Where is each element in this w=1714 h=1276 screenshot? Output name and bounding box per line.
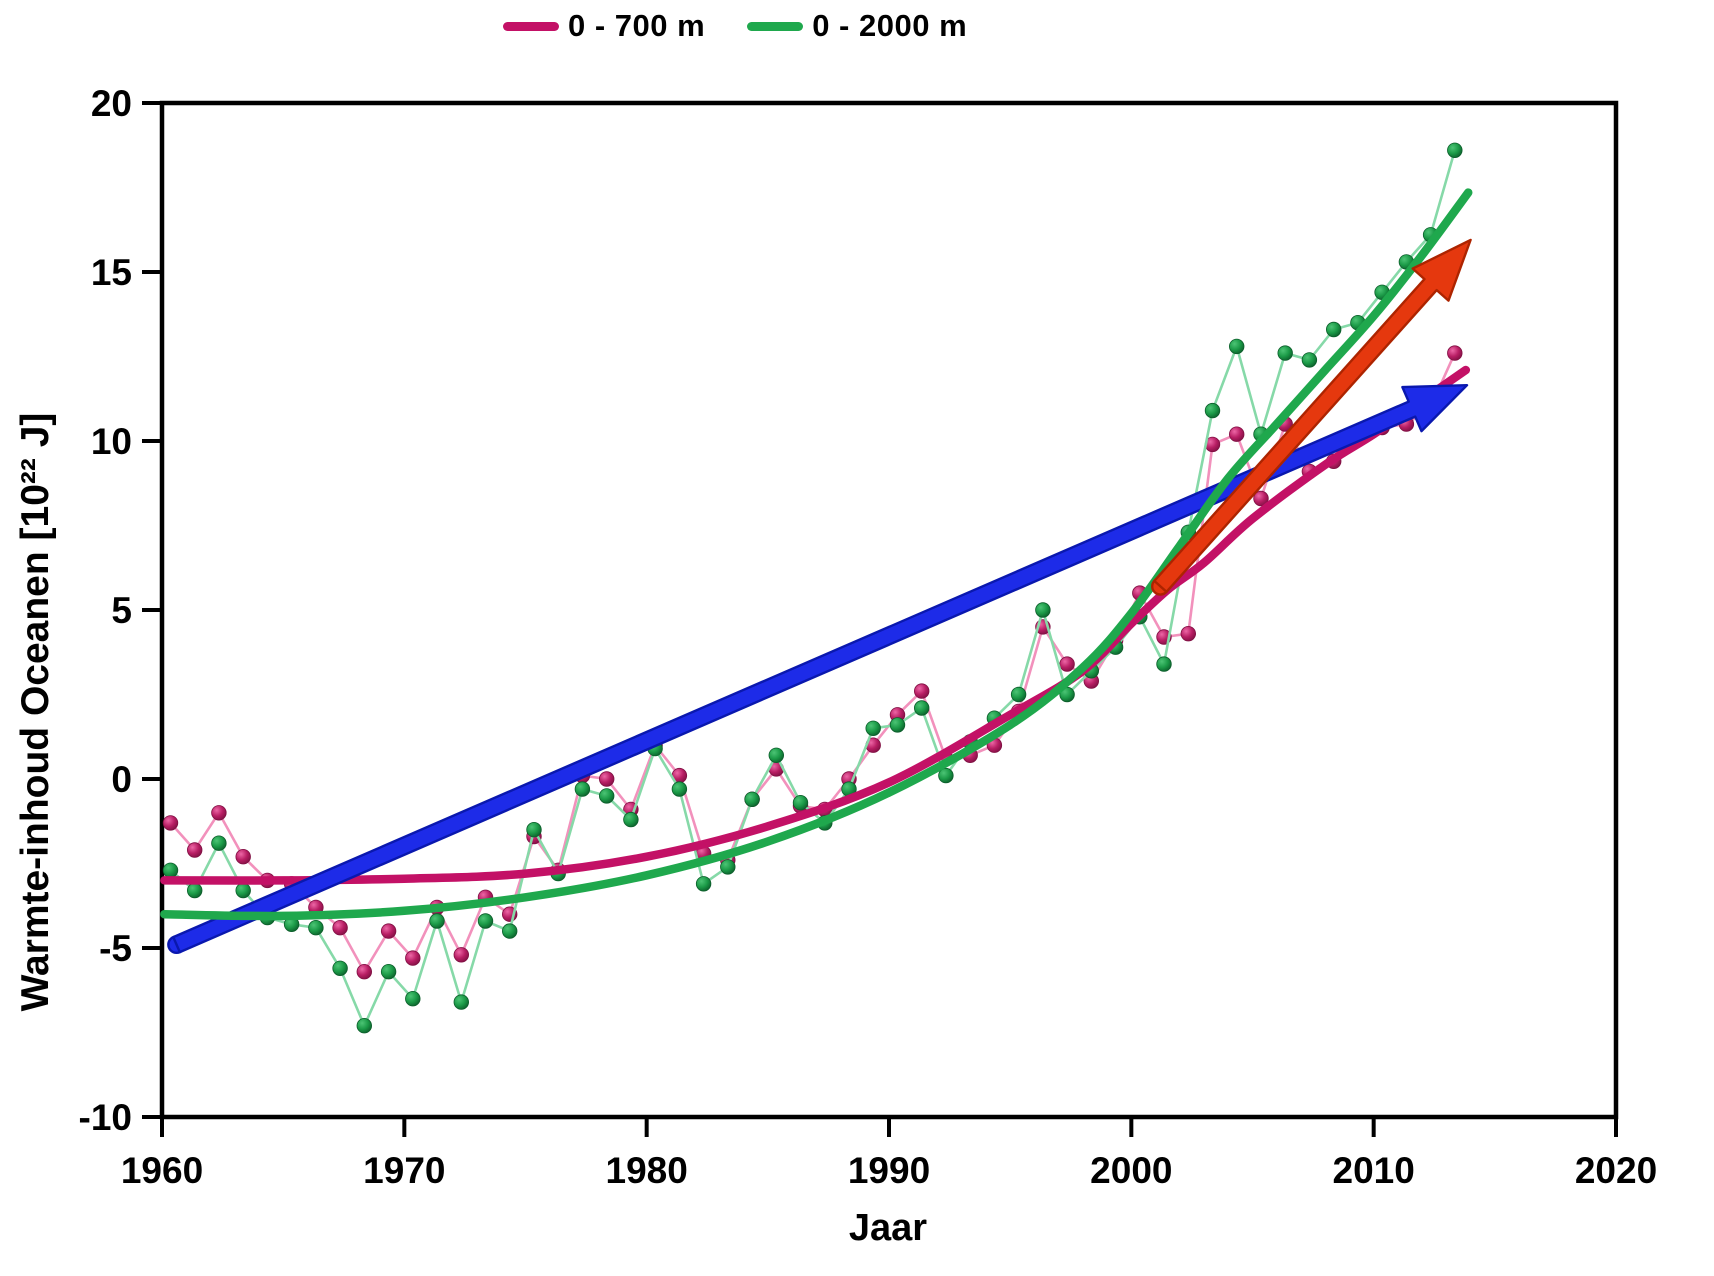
- data-point: [865, 720, 881, 737]
- y-tick-label: 0: [111, 759, 132, 800]
- trend-line-0-2000mtrend: [160, 188, 1473, 921]
- data-point: [1035, 602, 1051, 618]
- data-point: [938, 767, 954, 784]
- long-term-trend-arrow: [167, 384, 1469, 955]
- data-point: [332, 960, 348, 977]
- data-point: [162, 862, 179, 879]
- y-axis: 20 15 10 5 0 -5 -10: [79, 83, 162, 1138]
- x-tick-label: 1990: [848, 1150, 930, 1191]
- data-point: [308, 920, 324, 936]
- y-tick-label: 15: [91, 252, 132, 293]
- data-point: [574, 781, 591, 797]
- chart-legend: 0 - 700 m 0 - 2000 m: [503, 8, 1009, 44]
- recent-trend-arrow-shape: [1153, 238, 1472, 593]
- data-point: [162, 815, 179, 831]
- x-axis-title: Jaar: [848, 1207, 928, 1249]
- data-point: [477, 913, 494, 929]
- data-point: [599, 788, 615, 804]
- x-tick-label: 2000: [1090, 1150, 1172, 1191]
- data-point: [695, 876, 712, 892]
- data-point: [720, 859, 736, 875]
- data-point: [1228, 338, 1245, 355]
- y-tick-label: 20: [91, 83, 132, 124]
- data-point: [453, 947, 470, 963]
- data-point: [502, 923, 518, 939]
- y-tick-label: 5: [111, 590, 132, 631]
- data-point: [186, 842, 203, 858]
- data-point: [1156, 656, 1172, 672]
- data-point: [186, 882, 203, 899]
- data-line: [169, 149, 1457, 1029]
- data-point: [914, 683, 930, 699]
- legend-label-0-700m: 0 - 700 m: [568, 8, 706, 43]
- y-tick-label: -10: [79, 1097, 132, 1138]
- data-point: [1447, 142, 1463, 159]
- data-point: [744, 791, 760, 808]
- x-tick-label: 2020: [1575, 1150, 1657, 1191]
- data-point: [599, 771, 615, 787]
- data-point: [1325, 321, 1342, 338]
- legend-swatch-0-700m: [503, 21, 559, 31]
- trend-line-0-700mtrend: [160, 365, 1471, 885]
- data-point: [914, 700, 930, 716]
- data-point: [768, 747, 785, 764]
- data-point: [1301, 352, 1318, 368]
- data-point: [356, 1017, 373, 1034]
- data-point: [1204, 402, 1221, 419]
- data-point: [332, 920, 348, 936]
- data-point: [889, 717, 906, 733]
- data-point: [211, 805, 227, 821]
- data-point: [405, 950, 421, 966]
- data-point: [405, 991, 421, 1007]
- x-axis: 1960 1970 1980 1990 2000 2010 2020: [121, 1117, 1657, 1191]
- data-point: [526, 822, 542, 838]
- data-point: [356, 964, 373, 980]
- data-point: [792, 795, 809, 811]
- data-point: [1277, 345, 1293, 361]
- series-0-2000m: [162, 142, 1463, 1034]
- data-point: [235, 849, 251, 865]
- data-point: [235, 882, 251, 899]
- data-point: [1228, 426, 1245, 442]
- data-point: [211, 835, 227, 851]
- y-tick-label: 10: [91, 421, 132, 462]
- data-point: [1010, 686, 1027, 703]
- plot-frame: [159, 100, 1619, 1120]
- legend-swatch-0-2000m: [747, 21, 804, 31]
- recent-trend-arrow: [1151, 238, 1472, 596]
- data-point: [1253, 490, 1269, 507]
- data-point: [623, 811, 639, 828]
- data-point: [429, 913, 445, 929]
- y-tick-label: -5: [99, 928, 132, 969]
- long-term-trend-arrow-shape: [172, 384, 1469, 954]
- data-point: [380, 923, 397, 939]
- data-point: [1180, 626, 1197, 642]
- data-point: [1447, 345, 1463, 361]
- y-axis-title: Warmte-inhoud Oceanen [10²² J]: [14, 412, 57, 1012]
- x-tick-label: 1970: [363, 1150, 445, 1191]
- x-tick-label: 1980: [606, 1150, 688, 1191]
- data-point: [380, 964, 397, 980]
- legend-label-0-2000m: 0 - 2000 m: [812, 8, 968, 43]
- x-tick-label: 1960: [121, 1150, 203, 1191]
- data-point: [1059, 656, 1075, 672]
- x-tick-label: 2010: [1333, 1150, 1415, 1191]
- data-point: [453, 994, 470, 1010]
- data-point: [671, 781, 688, 797]
